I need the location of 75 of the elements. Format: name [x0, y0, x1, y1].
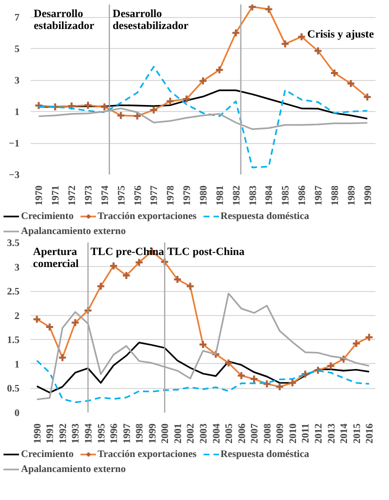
x-tick-label: 2010	[288, 424, 299, 444]
x-tick-label: 1973	[84, 186, 94, 206]
x-tick-label: 1993	[70, 424, 82, 444]
x-tick-label: 1994	[84, 424, 94, 444]
y-tick-label: 3	[14, 262, 20, 274]
legend-label: Crecimiento	[21, 448, 74, 460]
y-tick-label: 1	[14, 107, 20, 118]
annotation: Crisis y ajuste	[307, 28, 374, 40]
legend-label: Respuesta doméstica	[220, 210, 310, 222]
y-tick-label: 1.5	[7, 335, 20, 346]
x-tick-label: 2005	[224, 424, 236, 444]
x-tick-label: 2012	[314, 424, 324, 444]
y-tick-label: 7	[14, 12, 20, 24]
y-tick-label: 3.5	[7, 238, 20, 249]
x-tick-label: 1978	[166, 186, 177, 206]
annotation: Desarrollo desestabilizador	[112, 8, 189, 32]
y-tick-label: 2	[14, 310, 20, 322]
annotation: Apertura comercial	[33, 246, 79, 270]
x-tick-label: 1988	[330, 186, 341, 206]
y-tick-label: 0.5	[7, 384, 20, 395]
x-tick-label: 1985	[280, 186, 292, 206]
y-tick-label: 5	[14, 44, 20, 56]
x-tick-label: 2001	[172, 424, 184, 444]
y-tick-label: 3	[14, 76, 20, 87]
x-tick-label: 1977	[149, 186, 160, 206]
x-tick-label: 2008	[262, 424, 274, 444]
x-tick-label: 1996	[109, 424, 120, 444]
x-tick-label: 1983	[248, 186, 259, 206]
x-tick-label: 2004	[211, 424, 222, 444]
x-tick-label: 2016	[364, 424, 376, 444]
x-tick-label: 1991	[45, 424, 56, 444]
x-tick-label: 1989	[346, 186, 358, 206]
x-tick-label: 1982	[231, 186, 242, 206]
x-tick-label: 1979	[182, 186, 194, 206]
x-tick-label: 2015	[352, 424, 363, 444]
x-tick-label: 2000	[160, 424, 172, 444]
x-tick-label: 2009	[275, 424, 286, 444]
x-tick-label: 1972	[67, 186, 78, 206]
y-tick-label: 0	[14, 408, 20, 419]
x-tick-label: 2006	[236, 424, 248, 444]
x-tick-label: 1995	[96, 424, 108, 444]
legend-label: Apalancamiento externo	[21, 225, 126, 237]
x-tick-label: 1980	[198, 186, 210, 206]
legend-label: Tracción exportaciones	[98, 448, 197, 460]
x-tick-label: 1992	[58, 424, 69, 444]
x-tick-label: 2014	[339, 424, 350, 444]
y-tick-label: −1	[8, 138, 20, 150]
x-tick-label: 1974	[100, 186, 111, 206]
x-tick-label: 2003	[198, 424, 210, 444]
y-tick-label: −3	[8, 170, 20, 181]
x-tick-label: 1975	[116, 186, 128, 206]
x-tick-label: 1981	[214, 186, 226, 206]
x-tick-label: 2013	[326, 424, 338, 444]
x-tick-label: 1984	[264, 186, 276, 206]
x-tick-label: 1971	[50, 186, 62, 206]
x-tick-label: 1990	[362, 186, 374, 206]
x-tick-label: 1970	[34, 186, 46, 206]
legend-label: Tracción exportaciones	[98, 210, 197, 222]
x-tick-label: 2002	[186, 424, 197, 444]
x-tick-label: 1987	[314, 186, 324, 206]
y-tick-label: 1	[14, 359, 20, 370]
legend-label: Respuesta doméstica	[220, 448, 310, 460]
x-tick-label: 2011	[300, 423, 312, 443]
annotation: Desarrollo estabilizador	[34, 8, 94, 32]
legend-label: Apalancamiento externo	[21, 463, 126, 475]
y-tick-label: 2.5	[7, 286, 20, 298]
annotation: TLC post-China	[167, 246, 246, 258]
x-tick-label: 1976	[132, 186, 144, 206]
x-tick-label: 1998	[134, 424, 146, 444]
x-tick-label: 1997	[122, 424, 133, 444]
x-tick-label: 1999	[147, 424, 158, 444]
legend-label: Crecimiento	[21, 210, 74, 222]
x-tick-label: 1986	[297, 186, 308, 206]
x-tick-label: 1990	[32, 424, 44, 444]
x-tick-label: 2007	[250, 424, 261, 444]
